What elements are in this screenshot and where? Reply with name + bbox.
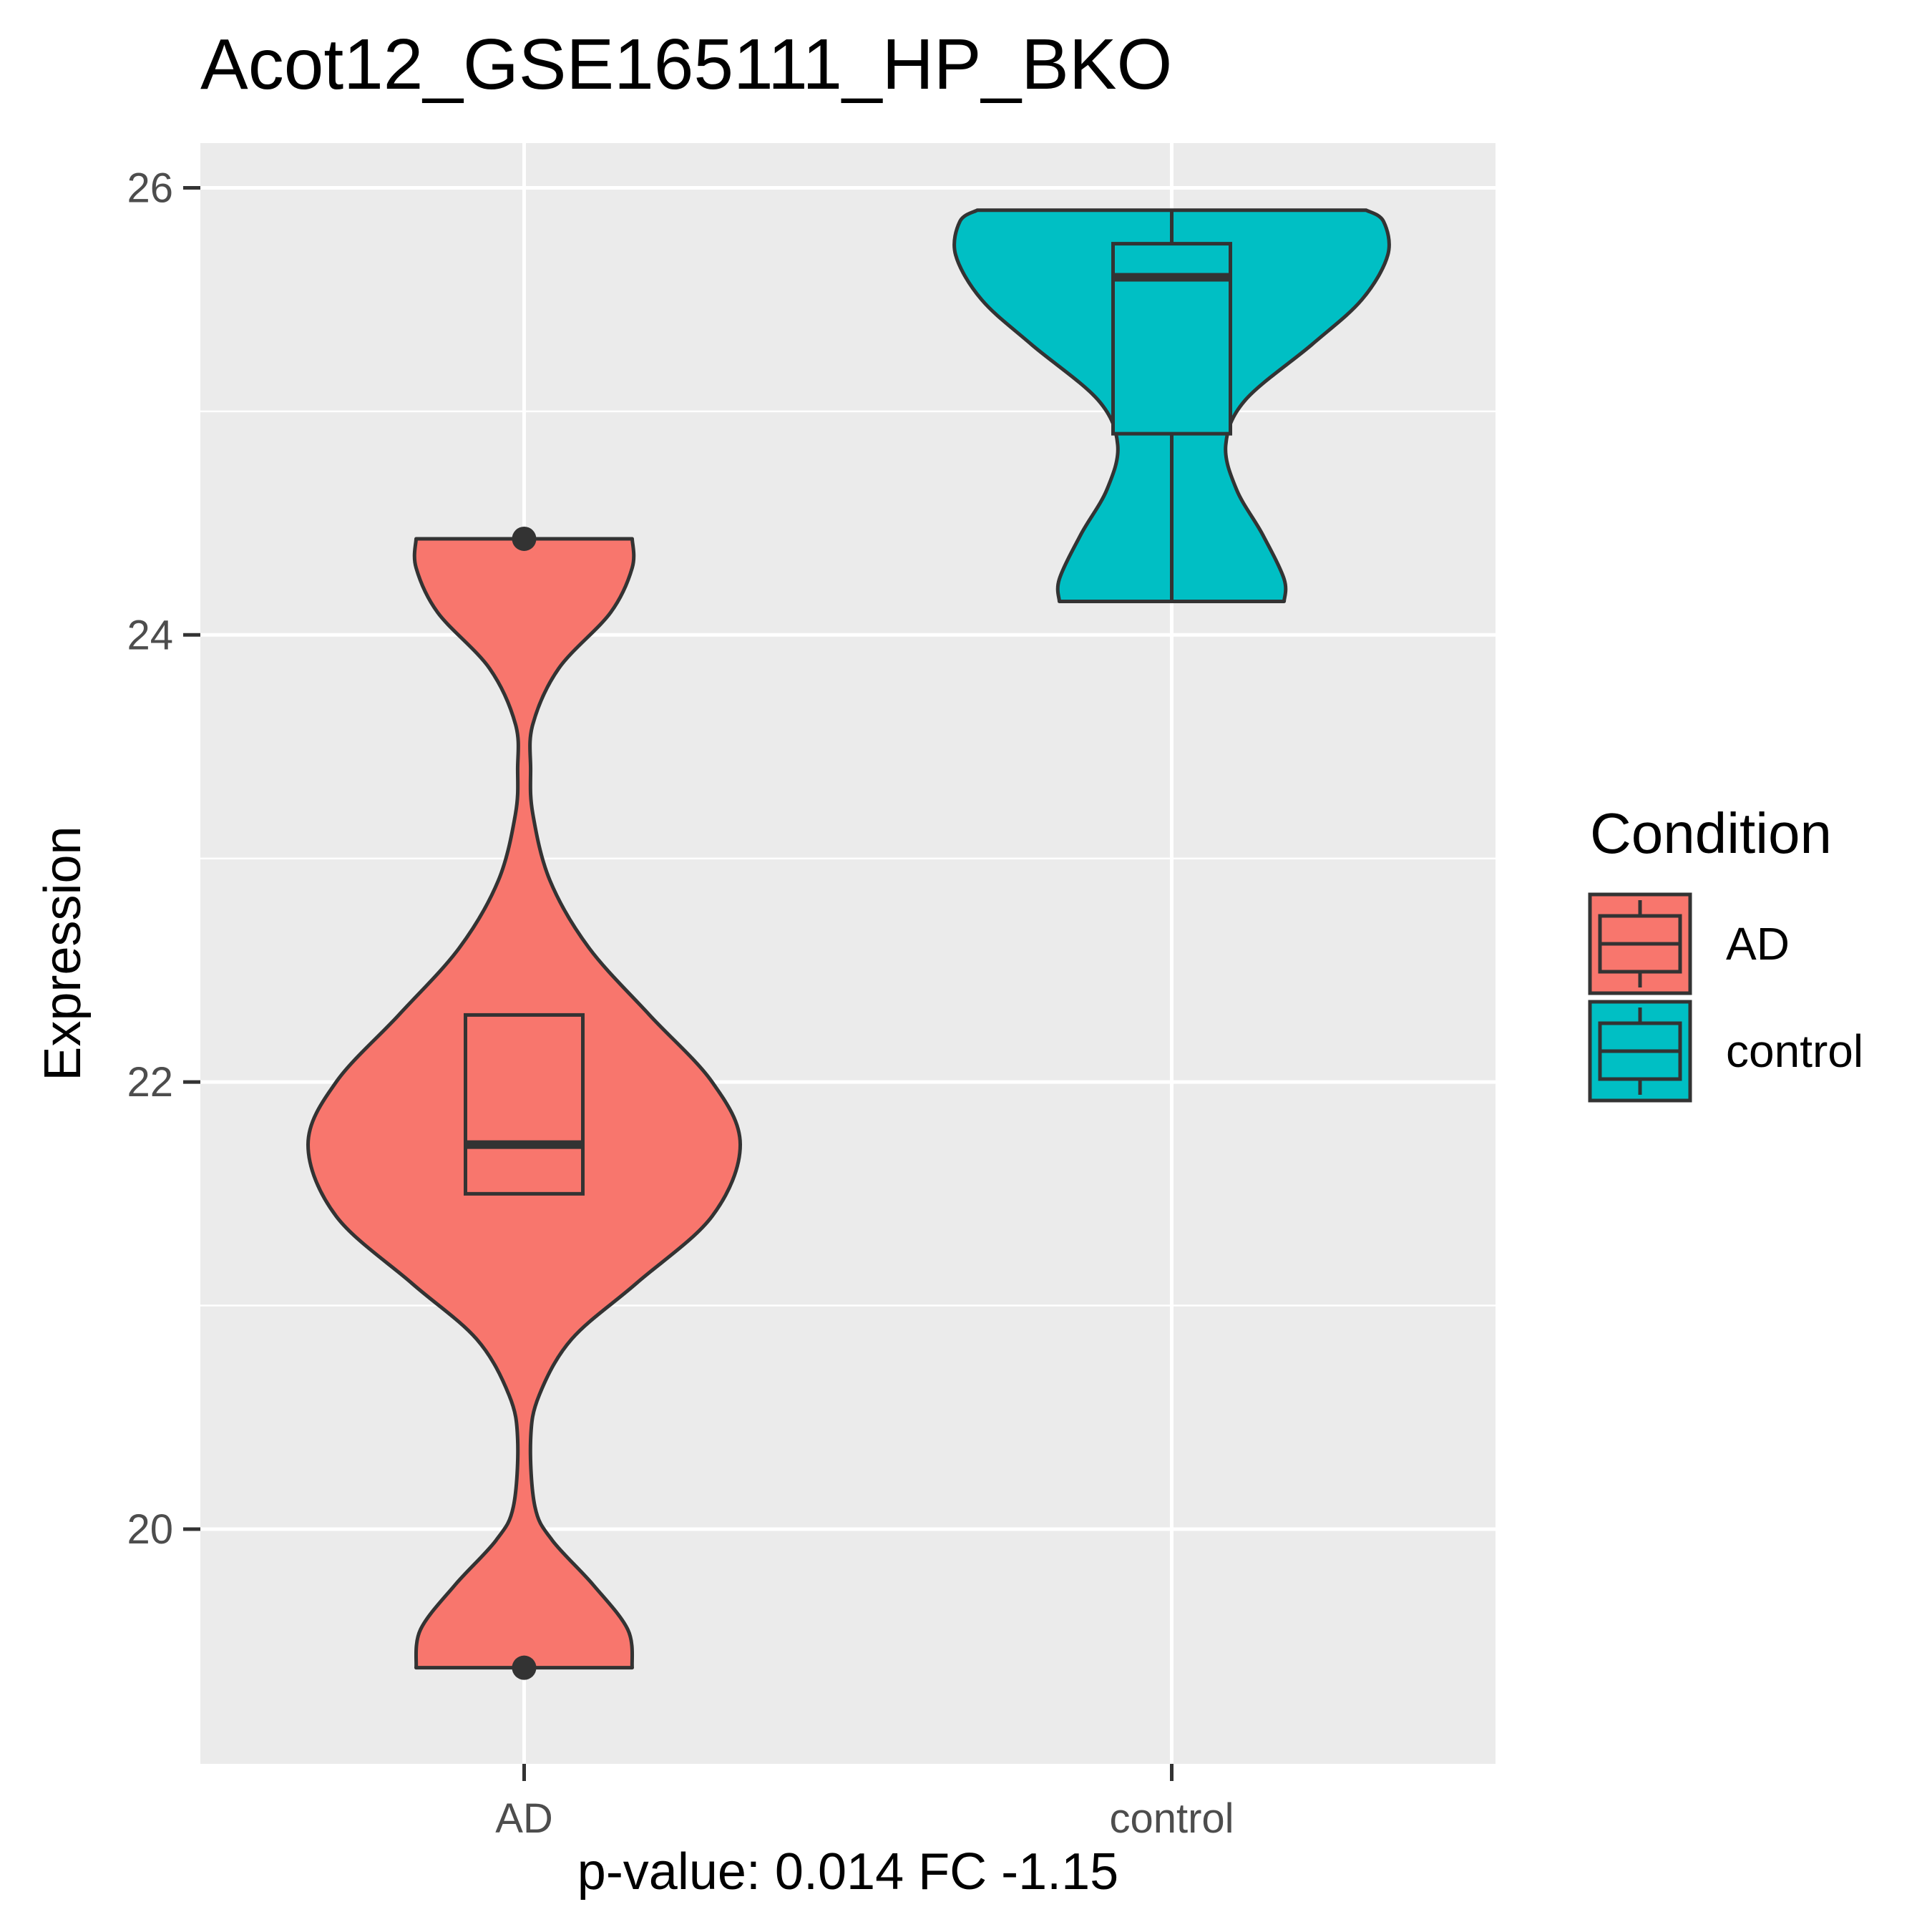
legend-label-ad: AD (1726, 918, 1790, 970)
outlier-point (512, 526, 537, 551)
y-tick-label: 20 (127, 1506, 173, 1553)
outlier-points (512, 526, 537, 1680)
outlier-point (512, 1655, 537, 1680)
x-tick-label: control (1109, 1795, 1234, 1842)
box-ad (464, 1013, 585, 1196)
legend: Condition AD control (1588, 801, 1863, 1103)
legend-title: Condition (1590, 801, 1832, 865)
boxplots (464, 210, 1232, 1196)
axes: 20 22 24 26 AD control (127, 165, 1234, 1842)
y-tick-label: 22 (127, 1059, 173, 1106)
legend-key-ad (1588, 892, 1692, 995)
plot-panel (200, 143, 1496, 1764)
y-axis-title: Expression (34, 826, 92, 1080)
x-tick-label: AD (495, 1795, 553, 1842)
y-tick-label: 26 (127, 165, 173, 211)
chart-title: Acot12_GSE165111_HP_BKO (200, 24, 1172, 104)
y-tick-label: 24 (127, 612, 173, 658)
legend-key-control (1588, 1000, 1692, 1103)
x-axis-title: p-value: 0.014 FC -1.15 (577, 1843, 1118, 1901)
legend-label-control: control (1726, 1025, 1863, 1077)
box-control (1111, 242, 1232, 436)
